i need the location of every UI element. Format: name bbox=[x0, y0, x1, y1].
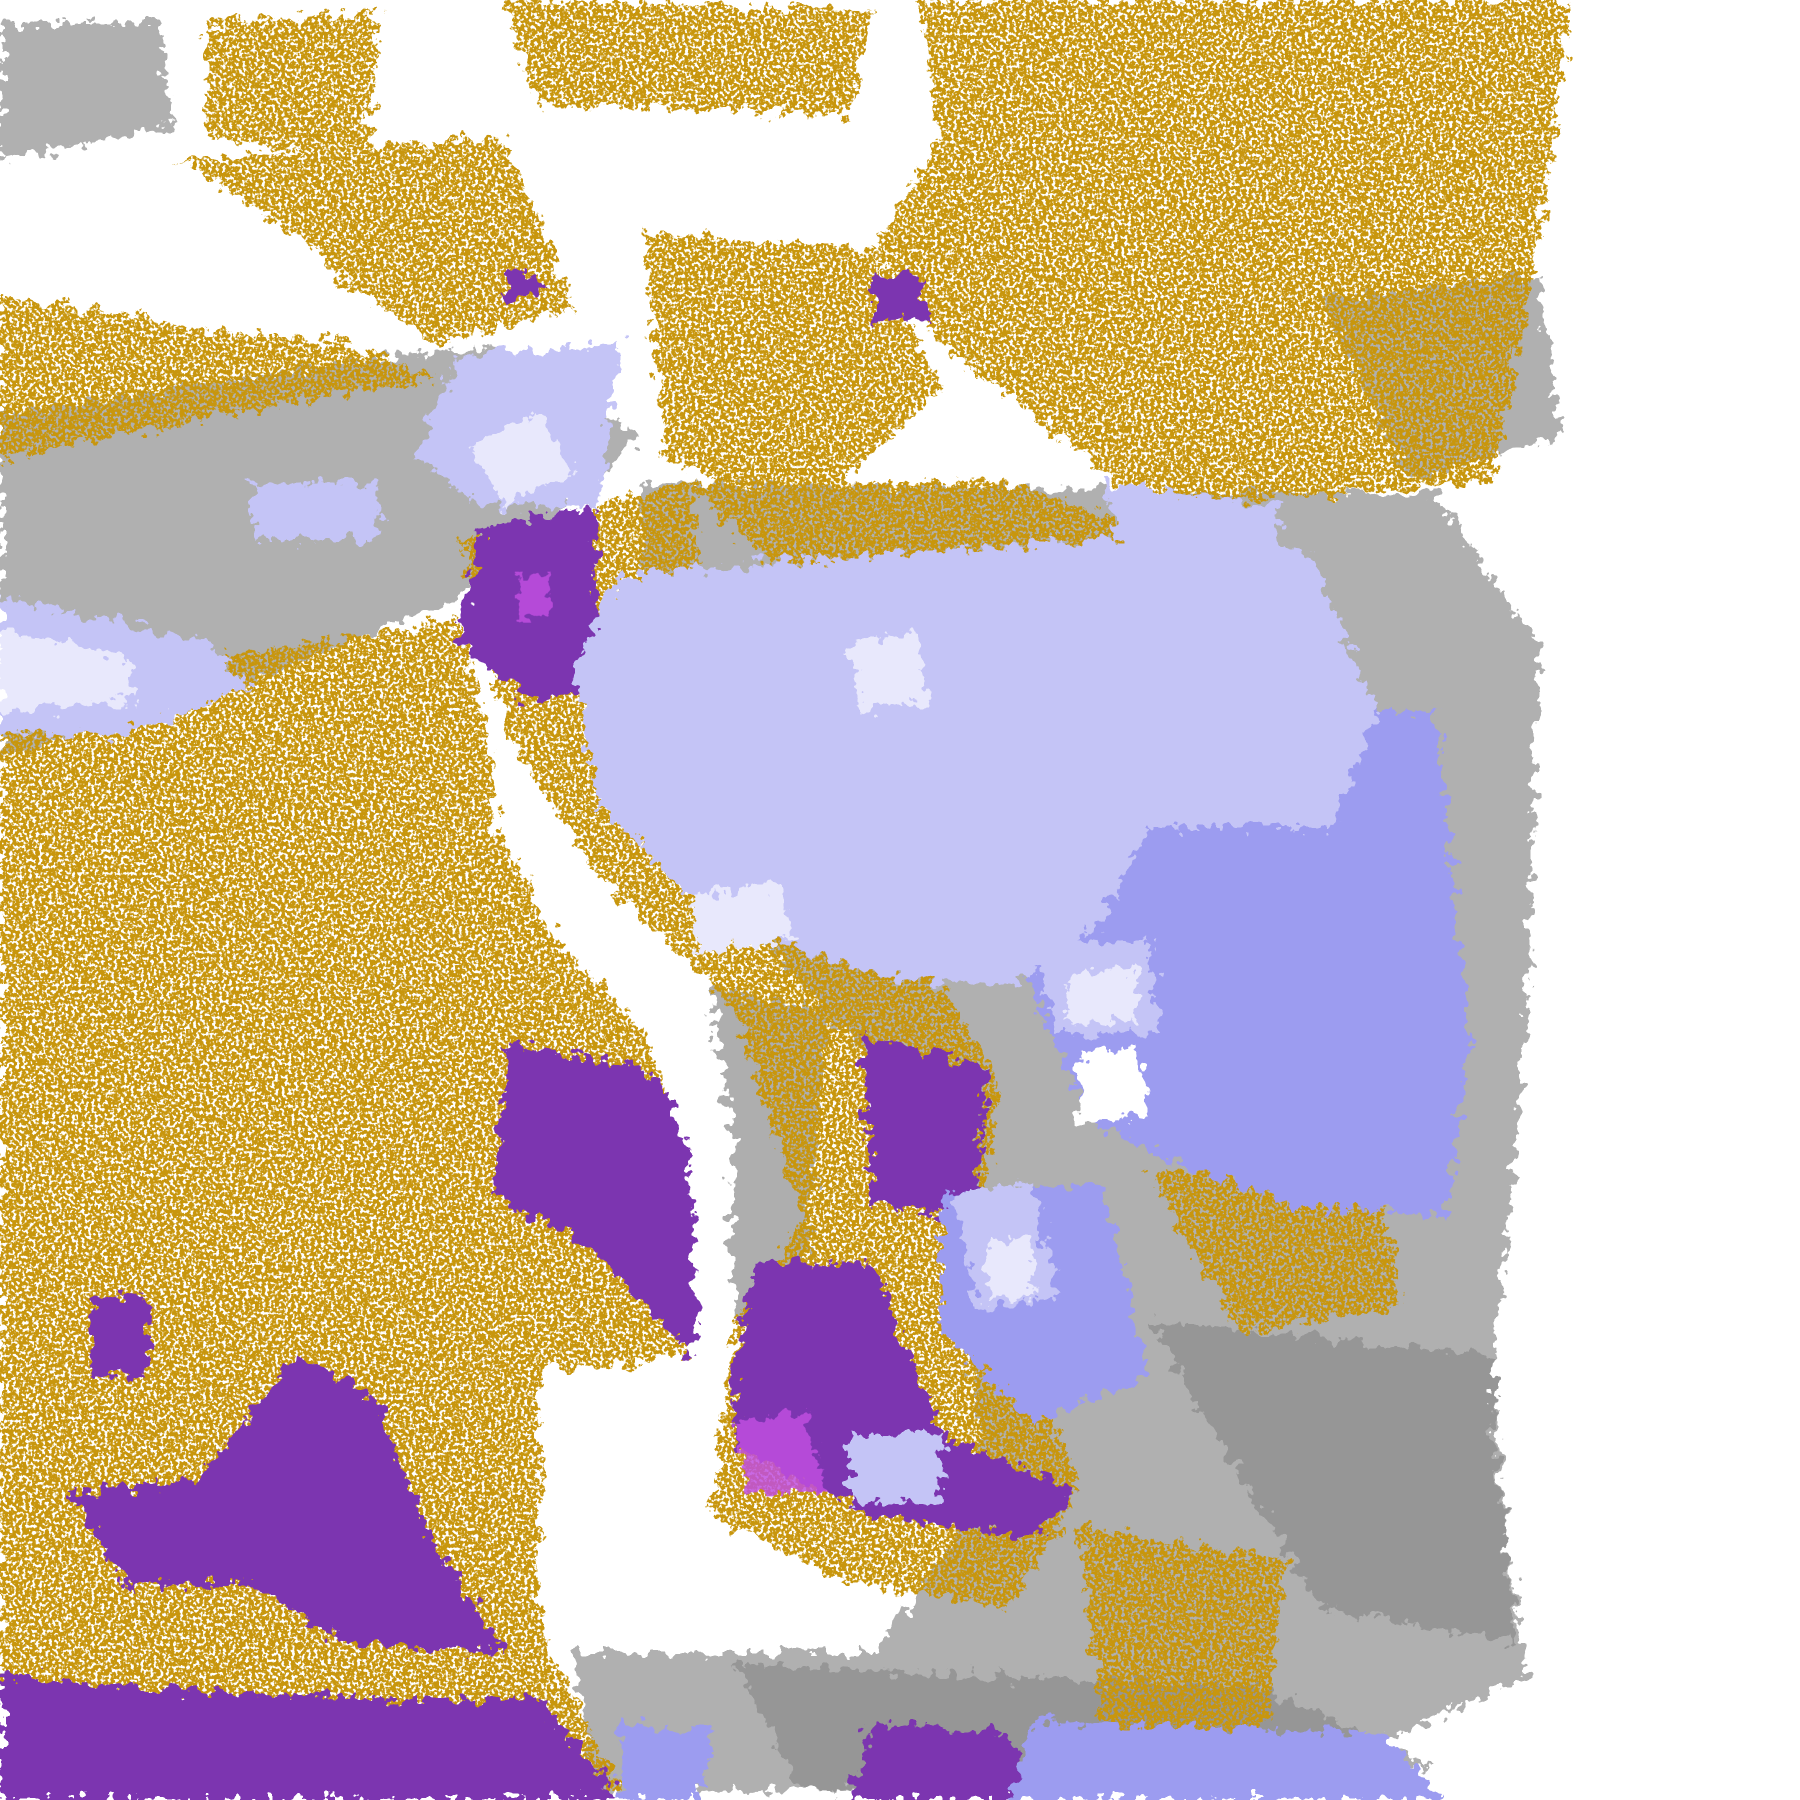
clear-sky-layer bbox=[22, 0, 1800, 1800]
magenta-speckle-layer bbox=[516, 573, 827, 1493]
purple-region-layer bbox=[0, 269, 1080, 1800]
light-lavender-cloud-layer bbox=[0, 413, 1137, 1298]
